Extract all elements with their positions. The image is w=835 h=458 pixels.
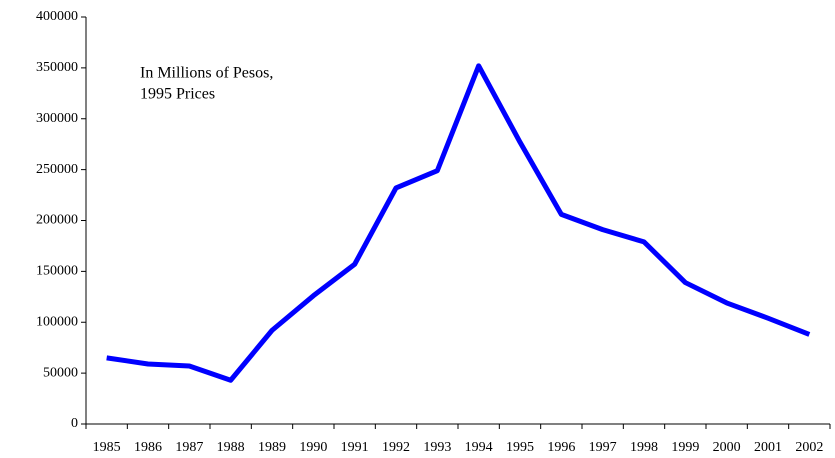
x-tick-label: 1988 — [217, 440, 245, 455]
y-tick-label: 300000 — [36, 111, 78, 126]
x-tick-label: 1987 — [175, 440, 203, 455]
x-tick-label: 1989 — [258, 440, 286, 455]
x-tick-label: 1991 — [341, 440, 369, 455]
annotation: 1995 Prices — [140, 86, 215, 103]
x-tick-label: 1986 — [134, 440, 162, 455]
x-tick-label: 1993 — [423, 440, 451, 455]
y-tick-label: 250000 — [36, 162, 78, 177]
line-series — [106, 63, 811, 383]
y-tick-label: 350000 — [36, 60, 78, 75]
y-tick-label: 0 — [71, 416, 78, 431]
x-tick-label: 1997 — [589, 440, 617, 455]
x-tick-label: 1985 — [93, 440, 121, 455]
y-tick-label: 100000 — [36, 314, 78, 329]
y-tick-label: 150000 — [36, 264, 78, 279]
x-tick-label: 2002 — [795, 440, 823, 455]
x-tick-label: 1996 — [547, 440, 575, 455]
x-tick-label: 1999 — [671, 440, 699, 455]
x-tick-label: 1995 — [506, 440, 534, 455]
x-tick-label: 2001 — [754, 440, 782, 455]
y-tick-label: 50000 — [43, 365, 78, 380]
annotation: In Millions of Pesos, — [140, 65, 273, 82]
x-tick-label: 1998 — [630, 440, 658, 455]
x-tick-label: 1994 — [465, 440, 493, 455]
x-tick-label: 2000 — [713, 440, 741, 455]
x-tick-label: 1990 — [299, 440, 327, 455]
y-tick-label: 200000 — [36, 213, 78, 228]
y-tick-label: 400000 — [36, 9, 78, 24]
x-tick-label: 1992 — [382, 440, 410, 455]
